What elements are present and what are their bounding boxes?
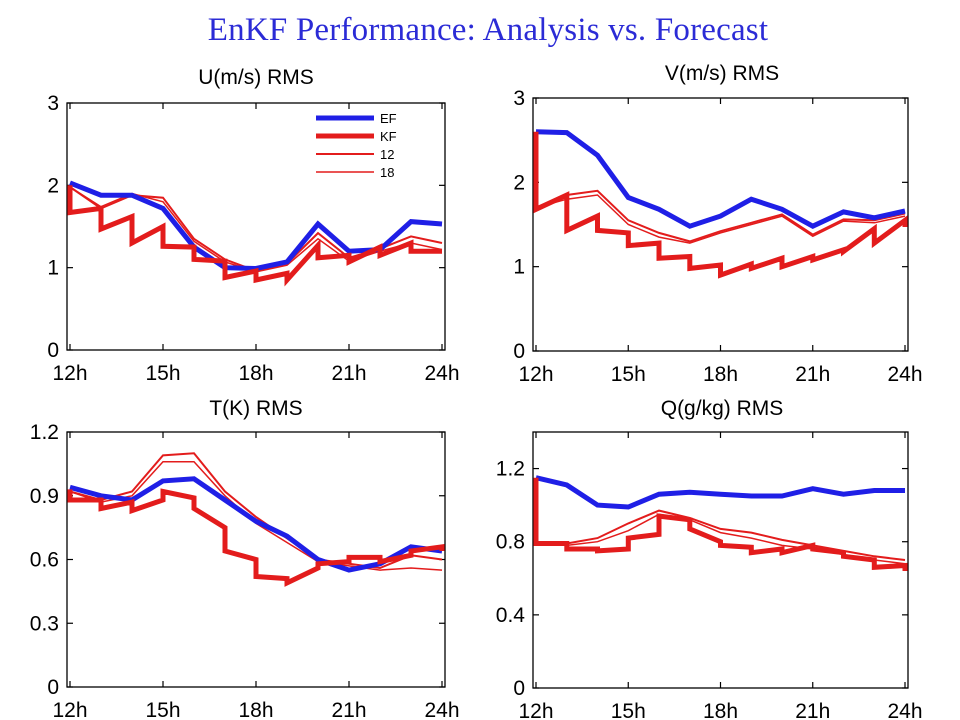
x-tick-label: 15h bbox=[611, 363, 646, 386]
plot-frame bbox=[532, 431, 909, 689]
y-tick-label: 0 bbox=[47, 339, 59, 362]
y-tick-label: 0.4 bbox=[496, 604, 526, 627]
panel-title: T(K) RMS bbox=[209, 397, 302, 420]
x-tick-label: 18h bbox=[238, 699, 273, 720]
legend-label-ef: EF bbox=[380, 111, 397, 126]
series-line-18 bbox=[535, 194, 906, 244]
y-tick-label: 1 bbox=[47, 257, 59, 280]
panel-title: V(m/s) RMS bbox=[665, 62, 779, 85]
panel-title: Q(g/kg) RMS bbox=[661, 397, 784, 420]
x-tick-label: 18h bbox=[703, 363, 738, 386]
series-line-18 bbox=[69, 186, 443, 273]
y-tick-label: 2 bbox=[47, 174, 59, 197]
y-tick-label: 1.2 bbox=[496, 458, 525, 481]
y-tick-label: 0 bbox=[47, 676, 59, 699]
x-tick-label: 15h bbox=[145, 699, 180, 720]
x-tick-label: 15h bbox=[145, 362, 180, 385]
x-tick-label: 12h bbox=[52, 699, 87, 720]
x-tick-label: 24h bbox=[424, 362, 459, 385]
x-tick-label: 21h bbox=[795, 363, 830, 386]
x-tick-label: 24h bbox=[424, 699, 459, 720]
series-line-ef bbox=[535, 129, 906, 230]
legend-label-kf: KF bbox=[380, 129, 397, 144]
x-tick-label: 15h bbox=[611, 700, 646, 720]
plot-frame bbox=[532, 97, 909, 352]
y-tick-label: 1 bbox=[513, 256, 525, 279]
series-line-12 bbox=[69, 452, 443, 570]
y-tick-label: 0.6 bbox=[30, 549, 59, 572]
y-tick-label: 3 bbox=[47, 92, 59, 115]
x-tick-label: 12h bbox=[52, 362, 87, 385]
y-tick-label: 1.2 bbox=[30, 421, 59, 444]
series-line-kf bbox=[533, 477, 908, 571]
page-title: EnKF Performance: Analysis vs. Forecast bbox=[207, 12, 769, 48]
chart-panel-4: Q(g/kg) RMS 0 0.4 0.8 1.2 12h 15h 18h 21h 24h bbox=[496, 397, 923, 720]
legend-label-12: 12 bbox=[380, 147, 394, 162]
y-tick-label: 0.8 bbox=[496, 531, 525, 554]
series-line-ef bbox=[535, 475, 905, 510]
x-tick-label: 18h bbox=[703, 700, 738, 720]
y-tick-label: 0.9 bbox=[30, 485, 59, 508]
x-tick-label: 24h bbox=[887, 700, 922, 720]
series-line-12 bbox=[69, 186, 443, 273]
x-tick-label: 12h bbox=[518, 700, 553, 720]
series-line-kf bbox=[533, 131, 908, 279]
y-tick-label: 0.3 bbox=[30, 612, 59, 635]
series-line-12 bbox=[535, 189, 906, 243]
y-tick-label: 0 bbox=[513, 340, 525, 363]
series-line-kf bbox=[67, 488, 445, 587]
x-tick-label: 21h bbox=[331, 699, 366, 720]
y-tick-label: 3 bbox=[513, 87, 525, 110]
series-line-ef bbox=[69, 180, 443, 272]
x-tick-label: 21h bbox=[331, 362, 366, 385]
legend-label-18: 18 bbox=[380, 165, 394, 180]
x-tick-label: 12h bbox=[518, 363, 553, 386]
y-tick-label: 2 bbox=[513, 171, 525, 194]
y-tick-label: 0 bbox=[513, 677, 525, 700]
series-line-kf bbox=[67, 185, 442, 287]
x-tick-label: 24h bbox=[887, 363, 922, 386]
chart-panel-3: T(K) RMS 0 0.3 0.6 0.9 1.2 12h 15h 18h 21h 24h bbox=[30, 397, 460, 720]
x-tick-label: 18h bbox=[238, 362, 273, 385]
series-line-12 bbox=[536, 509, 906, 561]
panel-title: U(m/s) RMS bbox=[198, 66, 313, 89]
x-tick-label: 21h bbox=[795, 700, 830, 720]
legend: EF KF 12 18 bbox=[316, 111, 397, 180]
chart-panel-2: V(m/s) RMS 0 1 2 3 12h 15h 18h 21h 24h bbox=[513, 62, 922, 386]
